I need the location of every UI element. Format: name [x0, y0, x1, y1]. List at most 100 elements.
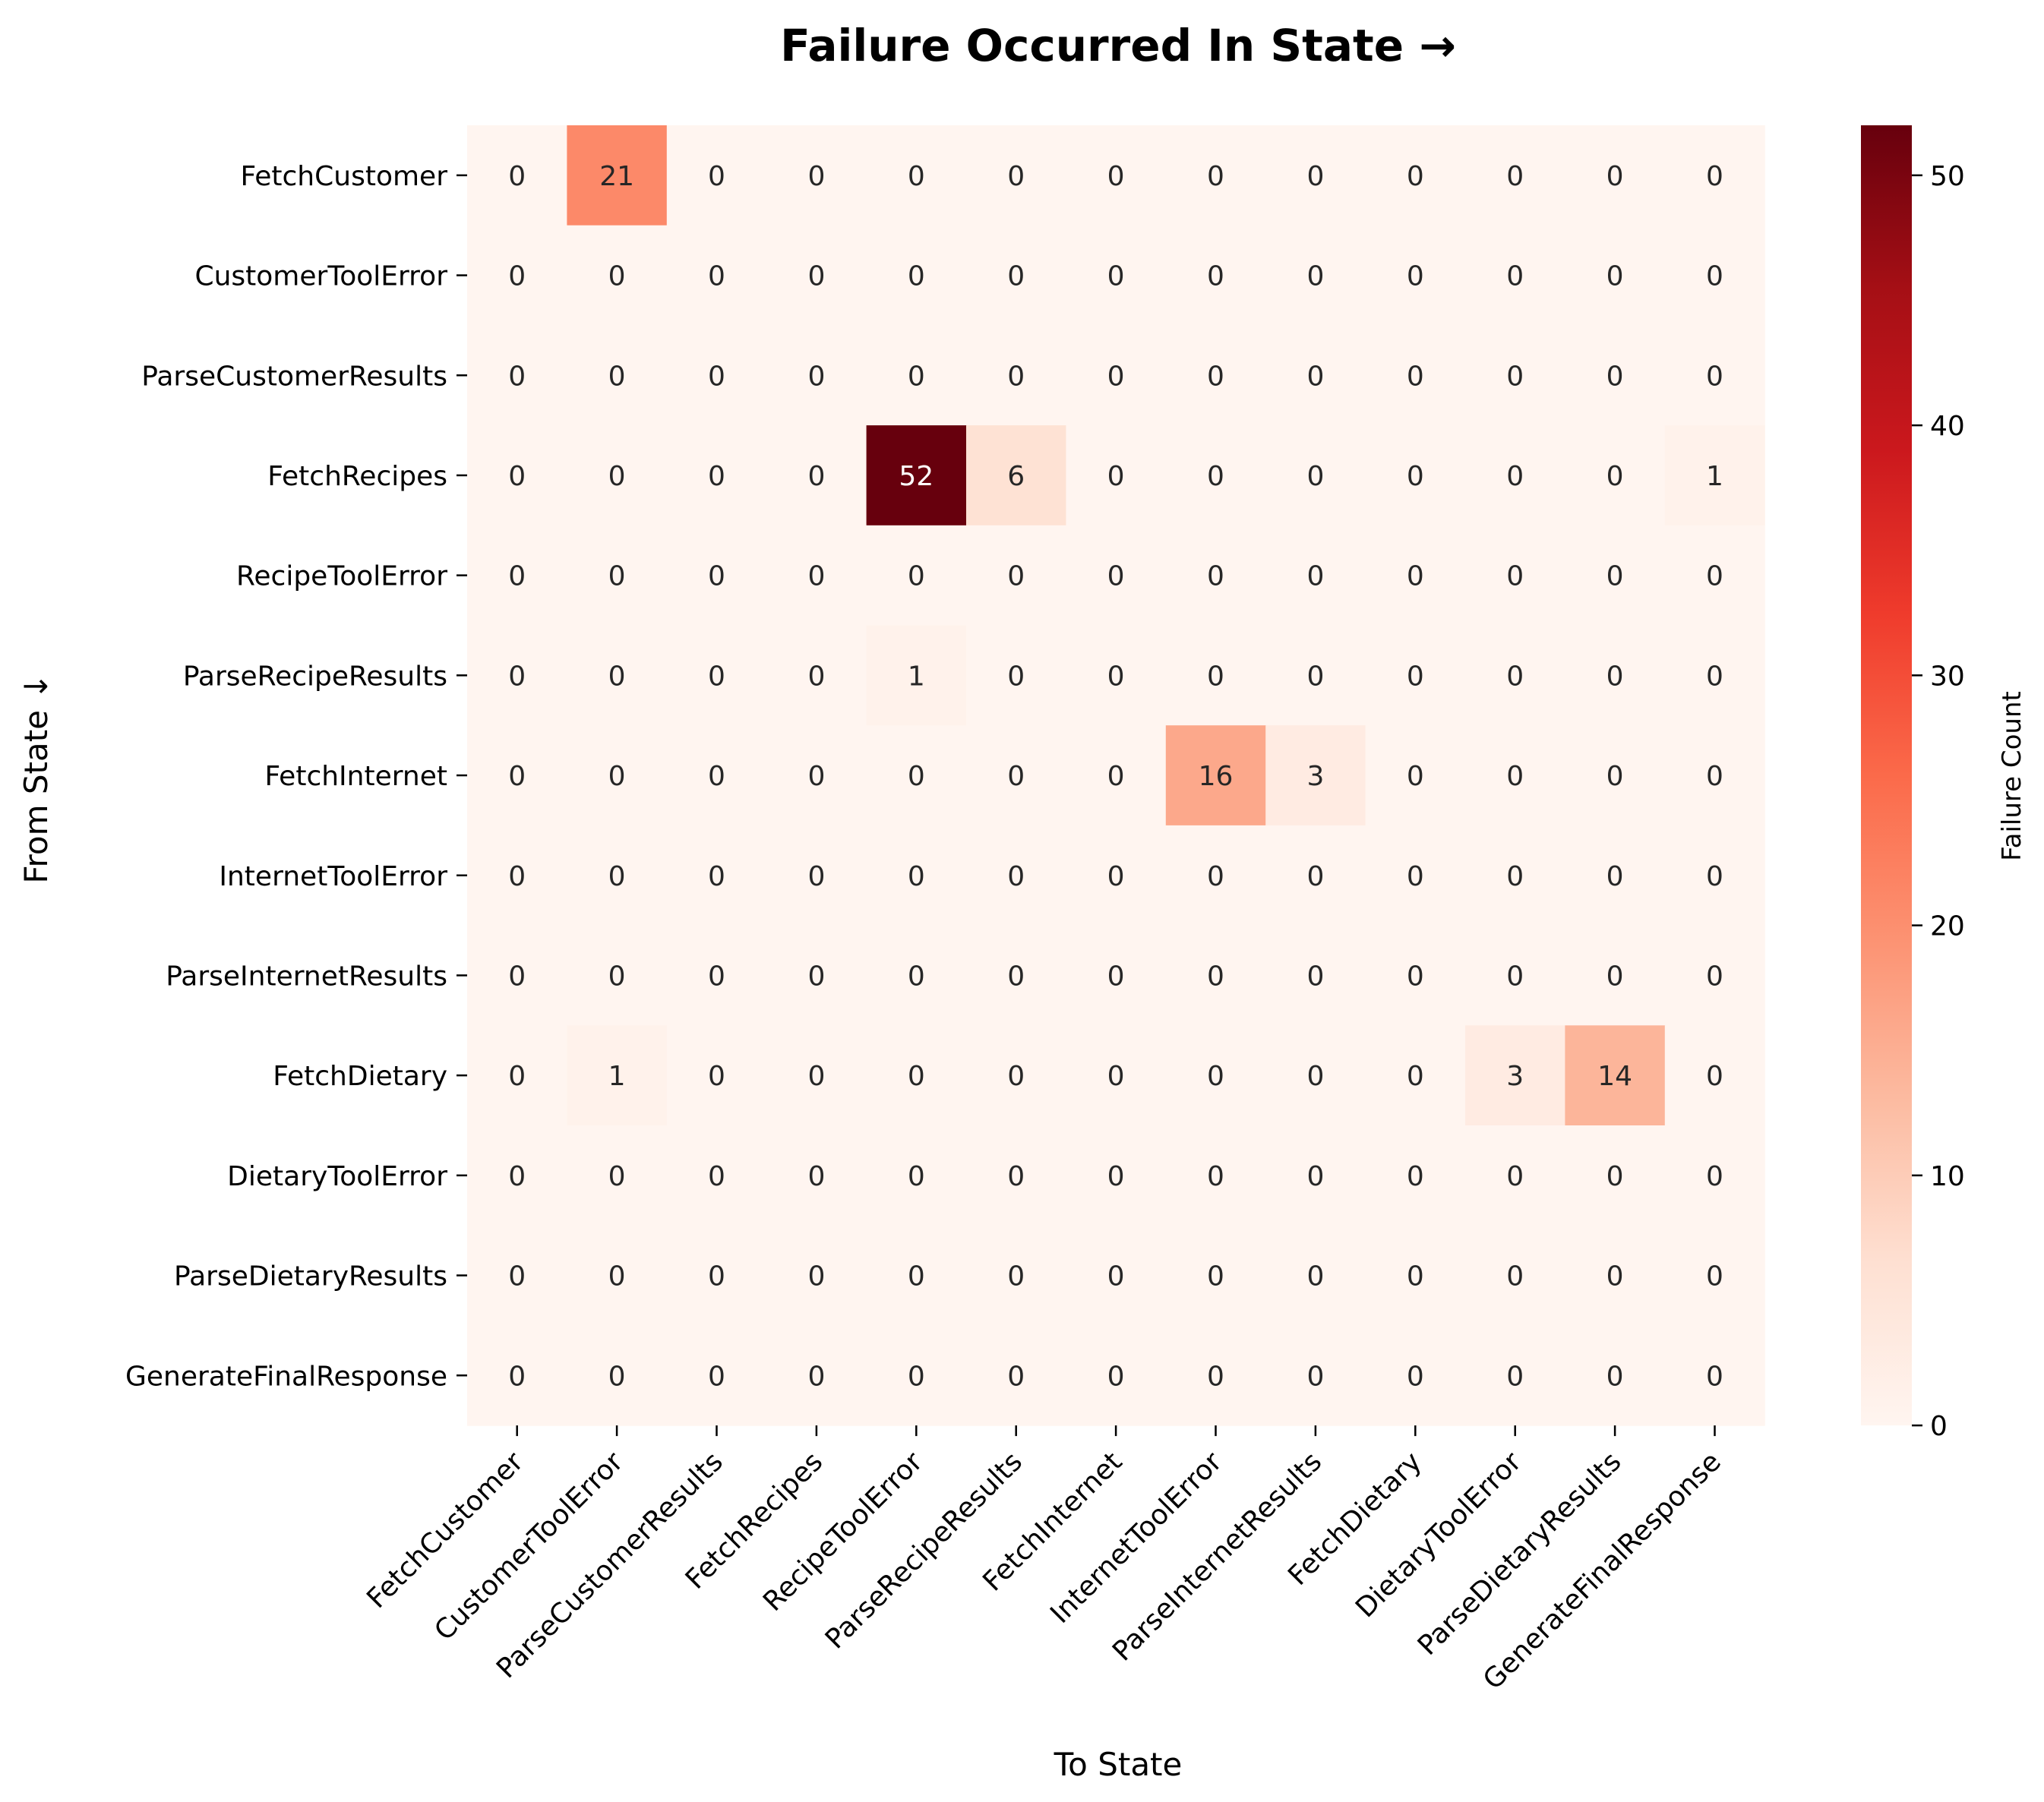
cell-value-label: 0 — [608, 1261, 626, 1292]
heatmap-cell — [966, 725, 1066, 826]
heatmap-cell — [1165, 325, 1266, 426]
heatmap-cell — [1465, 125, 1565, 226]
heatmap-cell — [966, 125, 1066, 226]
heatmap-cell — [1465, 1325, 1565, 1426]
cell-value-label: 0 — [608, 461, 626, 492]
heatmap-cell — [866, 925, 967, 1026]
cell-value-label: 0 — [908, 1161, 925, 1192]
colorbar-label: Failure Count — [1997, 691, 2027, 861]
heatmap-cell — [1265, 525, 1366, 626]
cell-value-label: 0 — [1407, 161, 1424, 192]
heatmap-cell — [866, 1325, 967, 1426]
cell-value-label: 0 — [1306, 1161, 1324, 1192]
cell-value-label: 0 — [508, 1161, 526, 1192]
heatmap-cell — [1066, 1325, 1167, 1426]
heatmap-cell — [467, 125, 567, 226]
cell-value-label: 0 — [908, 1261, 925, 1292]
cell-value-label: 0 — [1606, 461, 1624, 492]
cell-value-label: 14 — [1597, 1061, 1632, 1092]
heatmap-cell — [1265, 225, 1366, 326]
cell-value-label: 6 — [1007, 461, 1025, 492]
heatmap-cell — [966, 325, 1066, 426]
cell-value-label: 0 — [1506, 261, 1524, 292]
heatmap-cell — [666, 925, 767, 1026]
cell-value-label: 0 — [708, 361, 725, 392]
colorbar-tick-label: 10 — [1930, 1161, 1965, 1192]
cell-value-label: 0 — [508, 961, 526, 992]
y-axis-label: From State ↓ — [17, 673, 55, 883]
cell-value-label: 0 — [1007, 1161, 1025, 1192]
cell-value-label: 0 — [1706, 361, 1723, 392]
heatmap-cell — [1664, 1325, 1765, 1426]
heatmap-cell — [766, 525, 867, 626]
heatmap-cell — [1365, 125, 1466, 226]
heatmap-cell — [1465, 1225, 1565, 1326]
cell-value-label: 0 — [908, 261, 925, 292]
cell-value-label: 0 — [1007, 1261, 1025, 1292]
cell-value-label: 0 — [1706, 761, 1723, 792]
heatmap-cell — [1565, 325, 1666, 426]
cell-value-label: 0 — [1107, 1261, 1125, 1292]
heatmap-cell — [567, 825, 668, 926]
heatmap-cell — [1066, 425, 1167, 526]
heatmap-cell — [966, 1325, 1066, 1426]
cell-value-label: 0 — [1407, 761, 1424, 792]
cell-value-label: 0 — [807, 1161, 825, 1192]
cell-value-label: 0 — [807, 961, 825, 992]
cell-value-label: 0 — [708, 1361, 725, 1392]
heatmap-cell — [1565, 225, 1666, 326]
cell-value-label: 0 — [1407, 561, 1424, 592]
y-tick-label-fetch-dietary: FetchDietary — [273, 1061, 447, 1092]
heatmap-cell — [866, 1025, 967, 1126]
heatmap-cell — [666, 225, 767, 326]
cell-value-label: 0 — [807, 161, 825, 192]
cell-value-label: 0 — [807, 461, 825, 492]
heatmap-cell — [666, 725, 767, 826]
cell-value-label: 0 — [608, 1161, 626, 1192]
heatmap-cell — [1565, 125, 1666, 226]
heatmap-cell — [666, 825, 767, 926]
heatmap-cell — [1066, 325, 1167, 426]
cell-value-label: 0 — [708, 661, 725, 692]
heatmap-cell — [766, 225, 867, 326]
heatmap-cell — [866, 825, 967, 926]
heatmap-cell — [467, 625, 567, 726]
heatmap-cell — [567, 1125, 668, 1226]
x-axis: FetchCustomerCustomerToolErrorParseCusto… — [361, 1425, 1727, 1696]
heatmap-cell — [766, 1125, 867, 1226]
heatmap-cell — [866, 325, 967, 426]
cell-value-label: 0 — [708, 961, 725, 992]
heatmap-cell — [1365, 225, 1466, 326]
cell-value-label: 0 — [1706, 1261, 1723, 1292]
heatmap-cell — [567, 325, 668, 426]
cell-value-label: 0 — [1506, 861, 1524, 892]
heatmap-cell — [766, 625, 867, 726]
heatmap-cell — [1465, 825, 1565, 926]
cell-value-label: 0 — [1306, 961, 1324, 992]
cell-value-label: 0 — [508, 1261, 526, 1292]
cell-value-label: 0 — [1506, 161, 1524, 192]
cell-value-label: 16 — [1199, 761, 1234, 792]
cell-value-label: 0 — [1107, 1361, 1125, 1392]
cell-value-label: 0 — [1107, 1161, 1125, 1192]
heatmap-cell — [1664, 1025, 1765, 1126]
cell-value-label: 0 — [708, 561, 725, 592]
cell-value-label: 0 — [1107, 461, 1125, 492]
heatmap-cell — [766, 1325, 867, 1426]
x-axis-label: To State — [1054, 1746, 1183, 1783]
heatmap-cell — [866, 525, 967, 626]
heatmap-cell — [1565, 725, 1666, 826]
heatmap-cell — [1664, 225, 1765, 326]
cell-value-label: 0 — [1407, 361, 1424, 392]
heatmap-cell — [766, 325, 867, 426]
y-tick-label-parse-internet-results: ParseInternetResults — [166, 961, 447, 992]
cell-value-label: 0 — [708, 761, 725, 792]
cell-value-label: 0 — [1107, 961, 1125, 992]
cell-value-label: 0 — [508, 161, 526, 192]
heatmap-cell — [1465, 625, 1565, 726]
cell-value-label: 0 — [1706, 1161, 1723, 1192]
heatmap-cell — [1365, 925, 1466, 1026]
cell-value-label: 0 — [1306, 661, 1324, 692]
cell-value-label: 0 — [508, 361, 526, 392]
